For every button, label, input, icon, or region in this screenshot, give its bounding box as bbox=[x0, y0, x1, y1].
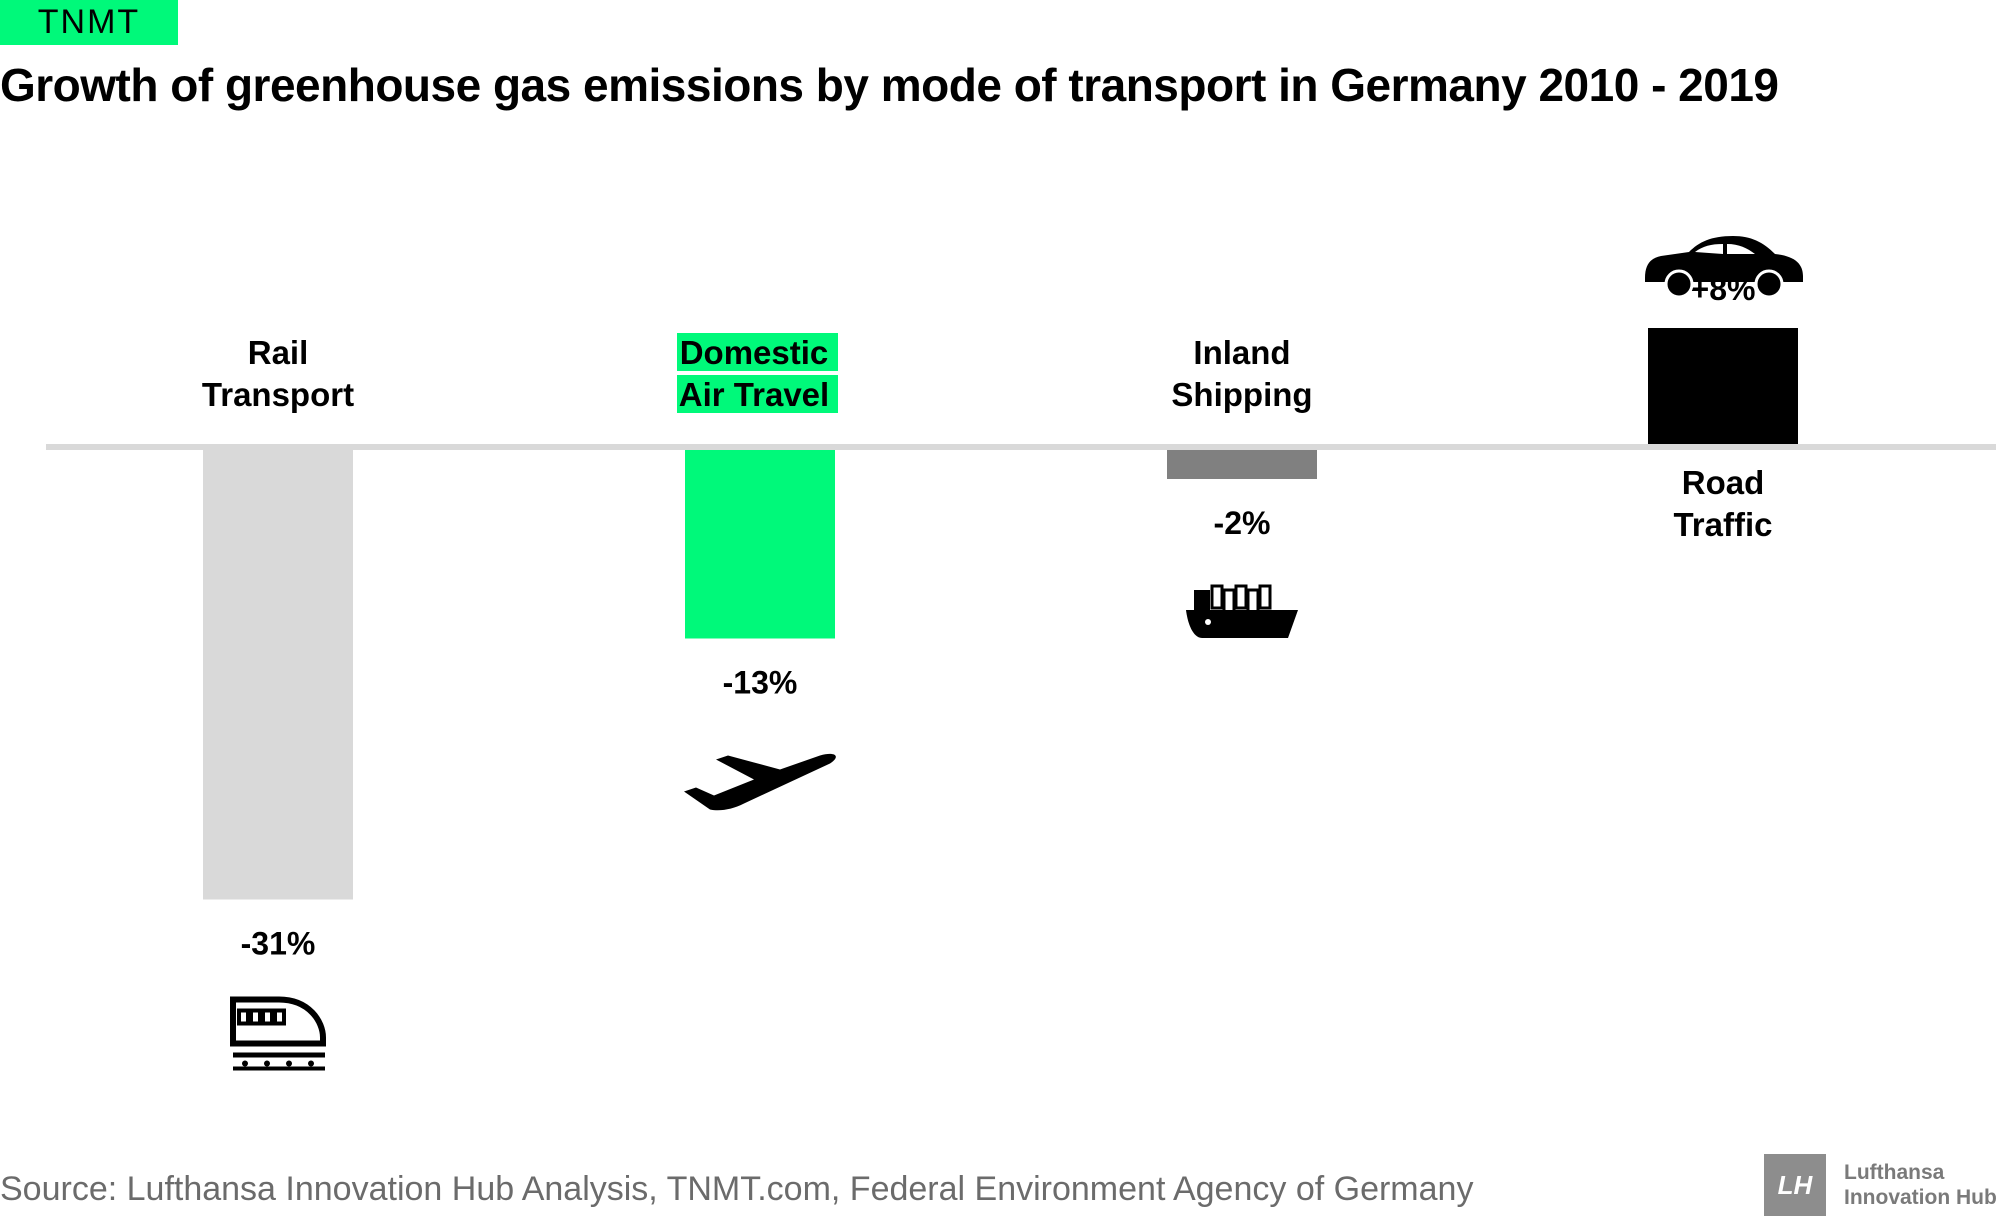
value-label-domestic-air-travel: -13% bbox=[723, 665, 798, 701]
category-label-rail-transport: Rail bbox=[248, 334, 309, 371]
bar-domestic-air-travel bbox=[685, 450, 835, 639]
label-highlight bbox=[677, 333, 838, 371]
category-label-inland-shipping: Inland bbox=[1193, 334, 1290, 371]
brand-text: Lufthansa Innovation Hub bbox=[1844, 1160, 1997, 1210]
category-label-road-traffic: Road bbox=[1682, 464, 1765, 501]
bar-rail-transport bbox=[203, 450, 353, 900]
ship-icon bbox=[1186, 584, 1298, 638]
tnmt-logo-text: TNMT bbox=[37, 3, 141, 41]
lh-mark-text: LH bbox=[1777, 1169, 1813, 1200]
category-label-rail-transport: Transport bbox=[202, 376, 354, 413]
chart-title: Growth of greenhouse gas emissions by mo… bbox=[0, 59, 1779, 111]
value-label-inland-shipping: -2% bbox=[1214, 505, 1271, 541]
value-label-rail-transport: -31% bbox=[241, 926, 316, 962]
brand-line1: Lufthansa bbox=[1844, 1161, 1945, 1184]
lh-mark-icon: LH bbox=[1764, 1154, 1826, 1216]
airplane-icon bbox=[684, 753, 836, 811]
source-note: Source: Lufthansa Innovation Hub Analysi… bbox=[0, 1170, 1474, 1208]
category-label-domestic-air-travel: Domestic bbox=[680, 334, 829, 371]
category-label-road-traffic: Traffic bbox=[1673, 506, 1772, 543]
car-icon bbox=[1645, 236, 1803, 299]
train-icon bbox=[230, 996, 326, 1071]
lufthansa-innovation-hub-logo: LH Lufthansa Innovation Hub bbox=[1764, 1154, 1997, 1216]
baseline bbox=[46, 444, 1996, 450]
bar-road-traffic bbox=[1648, 328, 1798, 444]
category-label-domestic-air-travel: Air Travel bbox=[679, 376, 829, 413]
bar-inland-shipping bbox=[1167, 450, 1317, 479]
label-highlight bbox=[677, 375, 838, 413]
brand-line2: Innovation Hub bbox=[1844, 1186, 1997, 1209]
tnmt-logo: TNMT bbox=[0, 0, 178, 45]
category-label-inland-shipping: Shipping bbox=[1171, 376, 1312, 413]
